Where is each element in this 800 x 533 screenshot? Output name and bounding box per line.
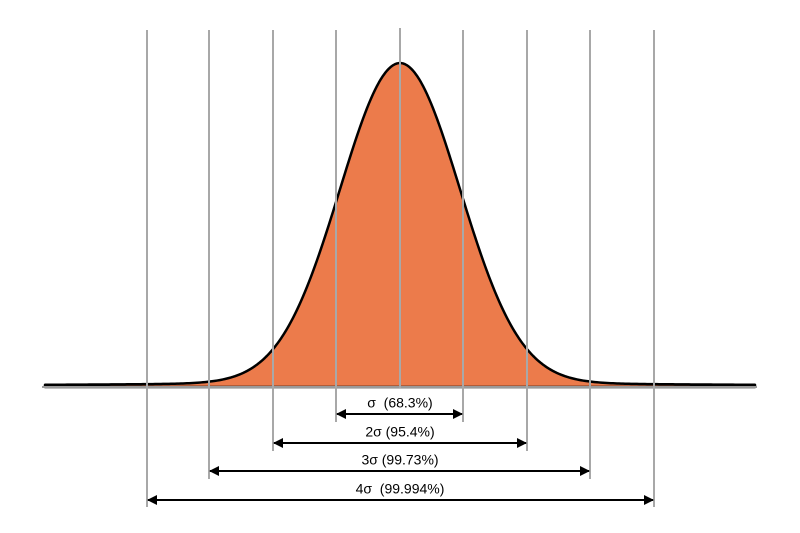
interval-label: 3σ (99.73%) — [361, 452, 438, 468]
interval-label: σ (68.3%) — [367, 395, 432, 411]
intervals: σ (68.3%) 2σ (95.4%) 3σ (99.73%) 4σ (99.… — [147, 395, 654, 505]
interval-label: 4σ (99.994%) — [356, 481, 445, 497]
interval-label: 2σ (95.4%) — [365, 424, 434, 440]
sigma-lines — [146, 28, 655, 507]
